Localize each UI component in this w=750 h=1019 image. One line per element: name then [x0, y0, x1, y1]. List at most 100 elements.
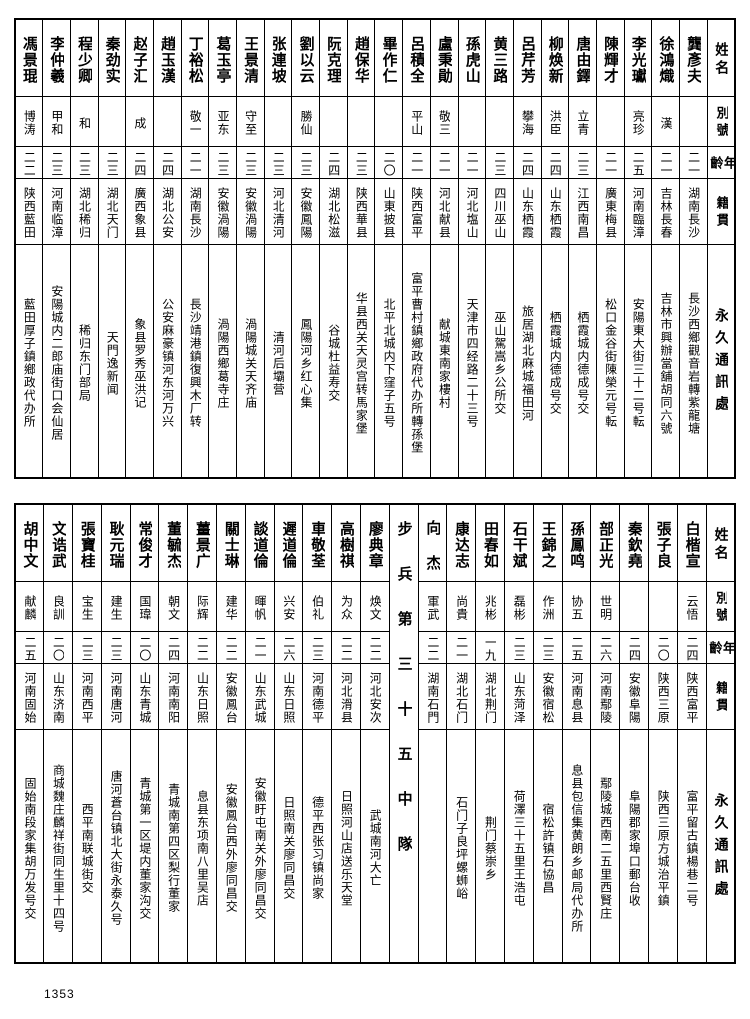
cell-age: 二四	[125, 146, 154, 179]
cell-name: 李仲羲	[42, 18, 71, 97]
cell-address: 象县罗秀巫洪记	[125, 244, 154, 479]
column-header-age: 年齡	[706, 146, 736, 179]
cell-address: 谷城杜益寿交	[319, 244, 348, 479]
cell-native: 山东菏泽	[504, 663, 534, 730]
cell-native: 安徽阜陽	[619, 663, 650, 730]
cell-age: 二二	[216, 631, 246, 664]
cell-address: 德平西张习镇尚家	[302, 729, 333, 964]
cell-address: 公安麻豪镇河东河万兴	[152, 244, 182, 479]
cell-age: 二二	[331, 631, 362, 664]
cell-name: 柳焕新	[540, 18, 570, 97]
cell-address: 鳳陽河乡红心集	[291, 244, 321, 479]
cell-age: 二六	[590, 631, 621, 664]
cell-address: 唐河蒼台镇北大街永泰久号	[100, 729, 131, 964]
row-native-2: 河南固始 山东济南 河南西平 河南唐河 山东青城 河南南阳 山东日照 安徽鳳台 …	[14, 663, 736, 730]
cell-alias: 宝生	[72, 581, 102, 632]
cell-address: 安徽盱屯南关外廖同昌交	[244, 729, 275, 964]
cell-alias: 亚东	[208, 96, 237, 147]
cell-age: 二二	[417, 631, 448, 664]
cell-name: 龔彥夫	[679, 18, 708, 97]
cell-name: 畢作仁	[374, 18, 404, 97]
cell-address: 松口金谷街陳榮元号転	[595, 244, 625, 479]
cell-name: 張寶桂	[72, 503, 102, 582]
cell-native: 河南西平	[72, 663, 102, 730]
cell-alias: 建生	[100, 581, 131, 632]
cell-alias: 攀海	[512, 96, 542, 147]
cell-native: 河北安次	[360, 663, 390, 730]
cell-alias: 敬三	[429, 96, 459, 147]
cell-age: 二一	[180, 146, 210, 179]
cell-native: 陕西富平	[676, 663, 707, 730]
cell-native: 湖北荆门	[475, 663, 506, 730]
cell-native: 安徽渦陽	[236, 178, 265, 245]
roster-table-1: 馮景琨 李仲羲 程少卿 秦劲实 赵子汇 趙玉漢 丁裕松 葛玉亭 王景清 张連坡 …	[14, 18, 736, 479]
cell-address: 長沙西鄉觀音岩轉紫龍塘	[679, 244, 708, 479]
cell-native: 吉林長春	[651, 178, 680, 245]
cell-address: 安徽鳳台西外廖同昌交	[216, 729, 246, 964]
cell-name: 秦欽堯	[619, 503, 650, 582]
cell-age: 二四	[512, 146, 542, 179]
cell-alias: 敬一	[180, 96, 210, 147]
cell-name: 孫鳳鸣	[561, 503, 592, 582]
cell-alias: 磊彬	[504, 581, 534, 632]
cell-alias: 守至	[236, 96, 265, 147]
cell-address: 富平留古鎮楊巷二号	[676, 729, 707, 964]
cell-native: 陕西華县	[346, 178, 376, 245]
cell-age: 二三	[568, 146, 597, 179]
cell-alias: 国瑋	[129, 581, 160, 632]
cell-age: 二五	[623, 146, 653, 179]
cell-alias: 良訓	[43, 581, 74, 632]
cell-name: 盧秉勛	[429, 18, 459, 97]
cell-alias: 立青	[568, 96, 597, 147]
cell-age: 二〇	[374, 146, 404, 179]
cell-name: 向 杰	[417, 503, 448, 582]
cell-native: 湖北石门	[446, 663, 477, 730]
cell-alias	[374, 96, 404, 147]
cell-name: 趙保华	[346, 18, 376, 97]
cell-age: 二三	[208, 146, 237, 179]
cell-address: 息县包信集黄朗乡邮局代办所	[561, 729, 592, 964]
cell-native: 河南南阳	[158, 663, 189, 730]
cell-name: 劉以云	[291, 18, 321, 97]
cell-name: 王景清	[236, 18, 265, 97]
cell-name: 葛玉亭	[208, 18, 237, 97]
cell-alias: 世明	[590, 581, 621, 632]
cell-name: 秦劲实	[97, 18, 127, 97]
cell-age: 二三	[504, 631, 534, 664]
cell-native: 山东青城	[129, 663, 160, 730]
cell-address: 吉林市興辦當舖胡同六號	[651, 244, 680, 479]
cell-name: 程少卿	[69, 18, 99, 97]
cell-age: 二三	[100, 631, 131, 664]
cell-age: 一九	[475, 631, 506, 664]
cell-address: 商城魏庄麟祥街同生里十四号	[43, 729, 74, 964]
cell-native: 河南临漳	[42, 178, 71, 245]
cell-age: 二五	[14, 631, 45, 664]
page-number: 1353	[44, 987, 75, 1001]
cell-alias: 兴安	[273, 581, 304, 632]
cell-name: 耿元瑞	[100, 503, 131, 582]
cell-address: 阜陽郡家埠口郵台收	[619, 729, 650, 964]
cell-address: 鄢陵城西南二五里西賢庄	[590, 729, 621, 964]
cell-native: 山东济南	[43, 663, 74, 730]
cell-native: 河南德平	[302, 663, 333, 730]
cell-native: 湖北松滋	[319, 178, 348, 245]
cell-name: 遲道倫	[273, 503, 304, 582]
cell-age: 二二	[360, 631, 390, 664]
cell-age: 二一	[651, 146, 680, 179]
cell-alias: 平山	[402, 96, 431, 147]
row-native-1: 陕西藍田 河南临漳 湖北稀归 湖北天门 廣西象县 湖北公安 湖南長沙 安徽渦陽 …	[14, 178, 736, 245]
cell-name: 胡中文	[14, 503, 45, 582]
row-age-1: 二二 二三 二三 二三 二四 二四 二一 二三 二三 二三 二三 二四 二三 二…	[14, 146, 736, 179]
cell-address: 渦陽城关天齐庙	[236, 244, 265, 479]
cell-alias: 焕文	[360, 581, 390, 632]
cell-alias: 亮珍	[623, 96, 653, 147]
row-alias-1: 博涛 甲和 和 成 敬一 亚东 守至 勝仙 平山 敬三	[14, 96, 736, 147]
cell-age: 二三	[72, 631, 102, 664]
cell-address: 华县西关天灵宫转馬家堡	[346, 244, 376, 479]
column-header-address: 永久通訊處	[706, 244, 736, 479]
cell-alias: 际辉	[187, 581, 218, 632]
cell-address: 天津市四经路二十三号	[457, 244, 487, 479]
cell-native: 河北清河	[263, 178, 293, 245]
cell-alias: 献麟	[14, 581, 45, 632]
